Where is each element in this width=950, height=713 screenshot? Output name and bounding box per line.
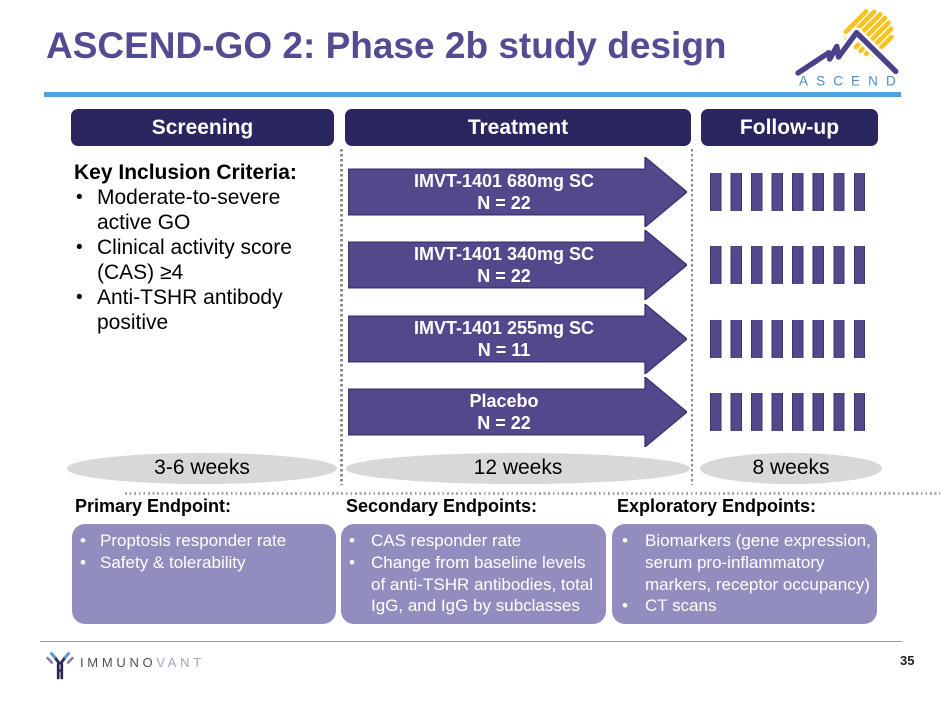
- svg-text:ASCEND: ASCEND: [799, 74, 904, 89]
